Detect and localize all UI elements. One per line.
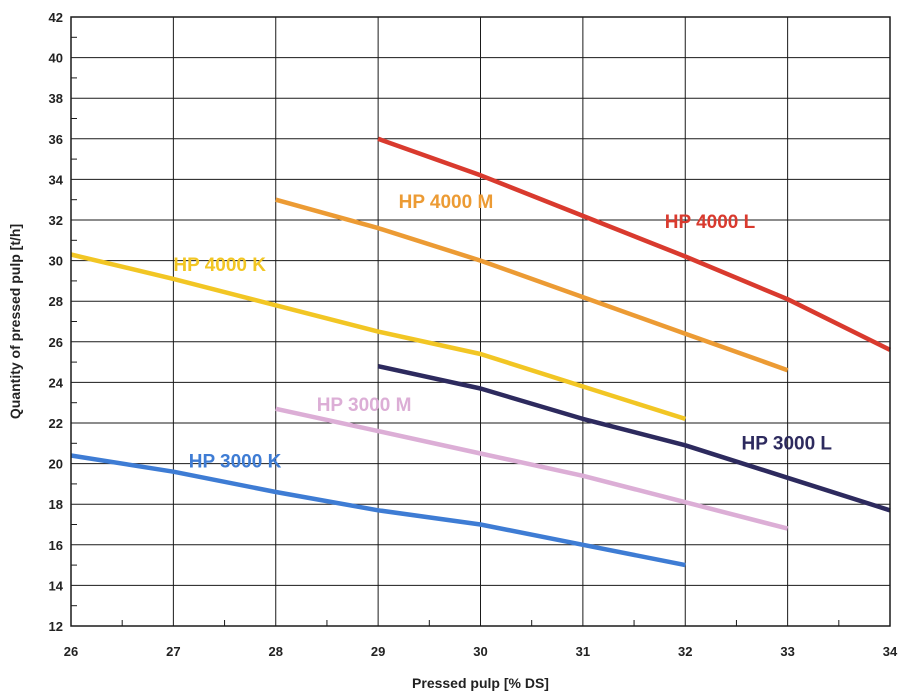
y-tick-label: 12 <box>49 619 63 634</box>
y-tick-label: 42 <box>49 10 63 25</box>
minor-ticks <box>71 36 840 626</box>
y-tick-label: 18 <box>49 497 63 512</box>
y-axis-title: Quantity of pressed pulp [t/h] <box>7 224 23 419</box>
series-label-hp-3000-k: HP 3000 K <box>189 452 282 473</box>
y-tick-label: 28 <box>49 294 63 309</box>
series-line-hp-3000-k <box>70 453 686 568</box>
x-tick-label: 34 <box>883 644 898 659</box>
y-tick-label: 40 <box>49 51 63 66</box>
series-lines <box>70 136 891 568</box>
series-line-hp-4000-m <box>275 197 789 373</box>
grid <box>70 16 891 627</box>
series-label-hp-4000-l: HP 4000 L <box>665 212 756 233</box>
y-tick-label: 22 <box>49 416 63 431</box>
y-tick-label: 14 <box>49 578 64 593</box>
y-tick-label: 32 <box>49 213 63 228</box>
y-tick-label: 34 <box>49 172 64 187</box>
series-label-hp-3000-l: HP 3000 L <box>742 433 833 454</box>
y-tick-label: 30 <box>49 254 63 269</box>
x-tick-label: 32 <box>678 644 692 659</box>
series-label-hp-4000-k: HP 4000 K <box>173 255 266 276</box>
series-labels: HP 4000 L HP 4000 M HP 4000 K HP 3000 L HP 3… <box>173 192 832 473</box>
y-tick-label: 26 <box>49 335 63 350</box>
series-line-hp-3000-l <box>377 364 891 513</box>
series-label-hp-3000-m: HP 3000 M <box>317 395 412 416</box>
y-tick-label: 20 <box>49 457 63 472</box>
y-tick-label: 16 <box>49 538 63 553</box>
x-tick-label: 26 <box>64 644 78 659</box>
x-tick-label: 29 <box>371 644 385 659</box>
y-tick-label: 36 <box>49 132 63 147</box>
series-line-hp-4000-k <box>70 252 686 422</box>
series-label-hp-4000-m: HP 4000 M <box>399 192 494 213</box>
x-tick-label: 30 <box>473 644 487 659</box>
y-axis-tick-labels: 12 14 16 18 20 22 24 26 28 30 32 34 36 38 40 42 <box>49 10 64 634</box>
y-tick-label: 38 <box>49 91 63 106</box>
y-tick-label: 24 <box>49 375 64 390</box>
x-axis-tick-labels: 26 27 28 29 30 31 32 33 34 <box>64 644 898 659</box>
x-tick-label: 28 <box>269 644 283 659</box>
x-tick-label: 27 <box>166 644 180 659</box>
x-tick-label: 33 <box>780 644 794 659</box>
series-line-hp-3000-m <box>275 406 789 531</box>
series-line-hp-4000-l <box>377 136 891 352</box>
x-tick-label: 31 <box>576 644 590 659</box>
x-axis-title: Pressed pulp [% DS] <box>412 675 549 691</box>
